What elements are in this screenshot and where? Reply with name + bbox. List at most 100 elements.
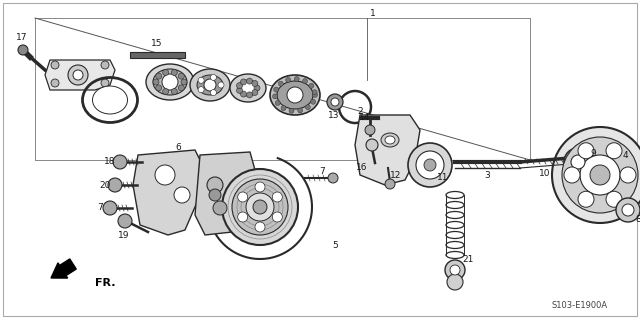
Text: 2: 2: [357, 108, 363, 116]
Circle shape: [450, 265, 460, 275]
Circle shape: [246, 78, 253, 84]
Circle shape: [278, 81, 284, 86]
Circle shape: [162, 74, 178, 90]
Circle shape: [294, 77, 300, 82]
Text: 17: 17: [16, 33, 28, 42]
Circle shape: [255, 182, 265, 192]
Circle shape: [312, 93, 317, 98]
Ellipse shape: [197, 75, 223, 95]
Circle shape: [571, 155, 585, 169]
Circle shape: [179, 73, 184, 79]
Text: 9: 9: [590, 149, 596, 158]
Circle shape: [172, 70, 177, 76]
Circle shape: [222, 169, 298, 245]
Bar: [130, 52, 185, 58]
Circle shape: [253, 200, 267, 214]
Circle shape: [273, 212, 282, 222]
Circle shape: [18, 45, 28, 55]
Circle shape: [289, 108, 294, 113]
Circle shape: [281, 106, 286, 111]
Circle shape: [620, 167, 636, 183]
Circle shape: [73, 70, 83, 80]
Circle shape: [198, 77, 204, 83]
Text: 12: 12: [390, 172, 402, 181]
Circle shape: [309, 83, 314, 88]
Circle shape: [174, 187, 190, 203]
Circle shape: [328, 173, 338, 183]
Circle shape: [310, 99, 316, 104]
Circle shape: [590, 165, 610, 185]
Ellipse shape: [381, 133, 399, 147]
Circle shape: [416, 151, 444, 179]
Text: S103-E1900A: S103-E1900A: [552, 300, 608, 309]
Text: 18: 18: [104, 158, 116, 167]
Ellipse shape: [230, 74, 266, 102]
Ellipse shape: [153, 69, 187, 95]
Circle shape: [287, 87, 303, 103]
Circle shape: [51, 61, 59, 69]
Text: 7: 7: [319, 167, 325, 175]
Text: 14: 14: [359, 114, 371, 122]
Circle shape: [274, 87, 278, 92]
Circle shape: [207, 177, 223, 193]
Ellipse shape: [238, 80, 258, 96]
Circle shape: [578, 191, 594, 207]
Polygon shape: [45, 60, 115, 90]
Ellipse shape: [93, 86, 127, 114]
Text: 1: 1: [370, 9, 376, 18]
Circle shape: [108, 178, 122, 192]
Text: 7: 7: [97, 204, 103, 212]
Circle shape: [246, 193, 274, 221]
Circle shape: [327, 94, 343, 110]
Ellipse shape: [190, 69, 230, 101]
Circle shape: [408, 143, 452, 187]
Circle shape: [204, 79, 216, 91]
Circle shape: [113, 155, 127, 169]
Circle shape: [118, 214, 132, 228]
Text: 4: 4: [622, 151, 628, 160]
Circle shape: [101, 61, 109, 69]
Text: 21: 21: [462, 256, 474, 264]
Text: FR.: FR.: [95, 278, 115, 288]
Circle shape: [254, 85, 260, 91]
Circle shape: [211, 90, 216, 96]
Polygon shape: [355, 115, 420, 185]
Circle shape: [213, 201, 227, 215]
Circle shape: [616, 198, 640, 222]
Circle shape: [156, 73, 162, 79]
Circle shape: [424, 159, 436, 171]
Circle shape: [447, 274, 463, 290]
Ellipse shape: [146, 64, 194, 100]
Circle shape: [68, 65, 88, 85]
Circle shape: [163, 88, 169, 94]
Circle shape: [365, 125, 375, 135]
Circle shape: [252, 80, 258, 86]
Circle shape: [211, 74, 216, 80]
Circle shape: [153, 79, 159, 85]
Circle shape: [622, 204, 634, 216]
Circle shape: [445, 260, 465, 280]
Circle shape: [237, 212, 248, 222]
Ellipse shape: [270, 75, 320, 115]
Circle shape: [218, 82, 224, 88]
Circle shape: [285, 78, 291, 83]
Circle shape: [580, 155, 620, 195]
Circle shape: [179, 85, 184, 91]
Polygon shape: [133, 150, 200, 235]
Circle shape: [101, 79, 109, 87]
Circle shape: [209, 189, 221, 201]
Text: 20: 20: [99, 181, 111, 189]
Circle shape: [606, 191, 622, 207]
Circle shape: [312, 90, 317, 95]
Text: 15: 15: [151, 40, 163, 48]
FancyArrow shape: [51, 259, 76, 278]
Circle shape: [273, 192, 282, 202]
Circle shape: [232, 179, 288, 235]
Text: 6: 6: [175, 144, 181, 152]
Circle shape: [385, 179, 395, 189]
Polygon shape: [195, 152, 255, 235]
Text: 3: 3: [484, 172, 490, 181]
Text: 10: 10: [540, 169, 551, 179]
Circle shape: [305, 105, 310, 110]
Circle shape: [163, 70, 169, 76]
